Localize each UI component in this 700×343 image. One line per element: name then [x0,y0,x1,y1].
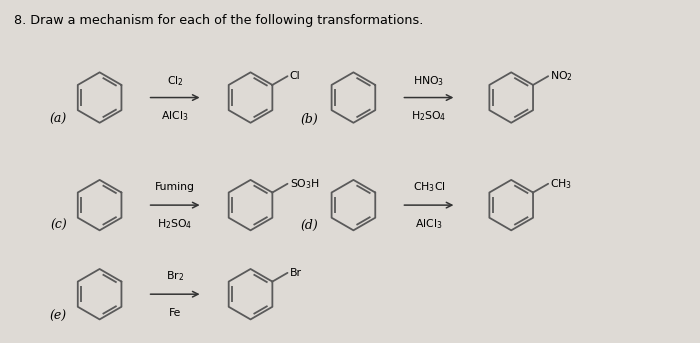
Text: Br$_2$: Br$_2$ [166,269,184,283]
Text: Br: Br [290,268,302,278]
Text: NO$_2$: NO$_2$ [550,69,573,83]
Text: HNO$_3$: HNO$_3$ [413,74,444,88]
Text: AlCl$_3$: AlCl$_3$ [162,109,189,123]
Text: (b): (b) [300,113,318,126]
Text: Cl: Cl [290,71,300,81]
Text: 8. Draw a mechanism for each of the following transformations.: 8. Draw a mechanism for each of the foll… [14,13,424,26]
Text: Fuming: Fuming [155,182,195,192]
Text: Fe: Fe [169,308,181,318]
Text: Cl$_2$: Cl$_2$ [167,74,183,88]
Text: (d): (d) [300,219,318,232]
Text: H$_2$SO$_4$: H$_2$SO$_4$ [411,109,447,123]
Text: H$_2$SO$_4$: H$_2$SO$_4$ [158,217,192,230]
Text: CH$_3$: CH$_3$ [550,177,573,191]
Text: AlCl$_3$: AlCl$_3$ [415,217,442,230]
Text: (a): (a) [50,113,67,126]
Text: (e): (e) [50,309,67,322]
Text: CH$_3$Cl: CH$_3$Cl [412,180,445,193]
Text: SO$_3$H: SO$_3$H [290,177,319,191]
Text: (c): (c) [50,219,66,232]
